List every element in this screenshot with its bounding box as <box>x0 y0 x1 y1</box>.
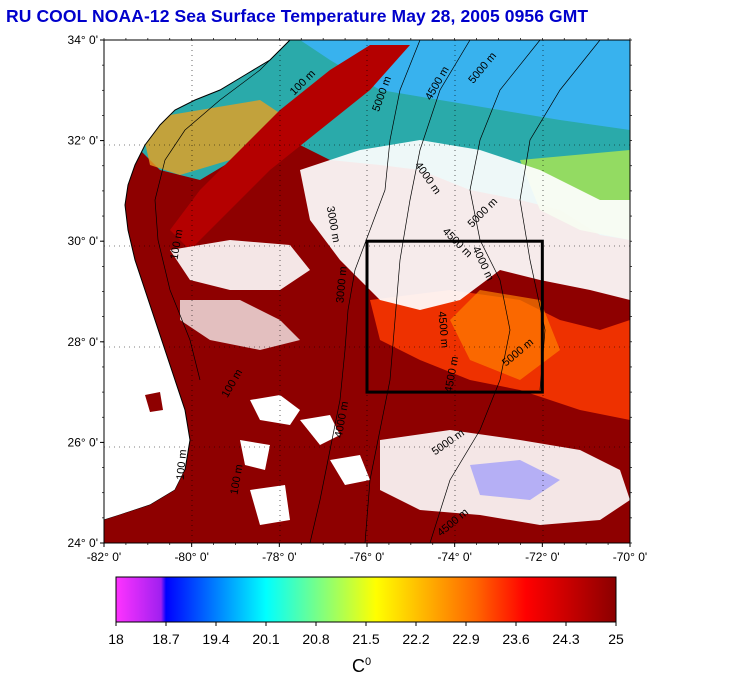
contour-label: 100 m <box>228 463 245 495</box>
contour-label: 100 m <box>175 449 190 481</box>
colorbar-tick-label: 20.8 <box>302 631 329 647</box>
colorbar <box>115 576 617 623</box>
colorbar-tick-label: 24.3 <box>552 631 579 647</box>
colorbar-tick-label: 21.5 <box>352 631 379 647</box>
colorbar-tick-label: 18.7 <box>152 631 179 647</box>
colorbar-tick-label: 23.6 <box>502 631 529 647</box>
colorbar-tick-label: 19.4 <box>202 631 229 647</box>
cloud-patch-west <box>170 240 310 290</box>
bahamas-island-4 <box>330 455 370 485</box>
cloud-mass-north <box>300 140 630 310</box>
unit-superscript: 0 <box>365 656 372 668</box>
page-title: RU COOL NOAA-12 Sea Surface Temperature … <box>6 6 589 26</box>
cloud-patch-southwest <box>180 300 300 350</box>
lake-okeechobee <box>145 392 163 412</box>
lat-tick-label: 24° 0' <box>68 536 98 550</box>
cold-cloud-edge <box>470 460 560 500</box>
lon-tick-label: -70° 0' <box>613 550 647 564</box>
bathymetry-contours <box>154 40 601 543</box>
lon-tick-label: -72° 0' <box>525 550 559 564</box>
lon-tick-label: -76° 0' <box>350 550 384 564</box>
lat-tick-label: 30° 0' <box>68 234 98 248</box>
unit-text: C <box>352 656 365 676</box>
warm-patch-center <box>450 290 560 380</box>
lon-tick-label: -82° 0' <box>87 550 121 564</box>
bahamas-island-3 <box>240 440 270 470</box>
bahamas-island-1 <box>250 395 300 425</box>
lon-tick-label: -78° 0' <box>262 550 296 564</box>
lat-tick-label: 28° 0' <box>68 335 98 349</box>
lat-tick-label: 34° 0' <box>68 33 98 47</box>
lon-tick-label: -80° 0' <box>174 550 208 564</box>
contour-label: 3000 m <box>334 266 349 304</box>
colorbar-unit-label: C0 <box>352 656 371 677</box>
colorbar-tick-label: 22.9 <box>452 631 479 647</box>
contour-label: 4500 m <box>435 311 450 349</box>
lat-tick-label: 32° 0' <box>68 134 98 148</box>
florida-straits <box>104 470 200 543</box>
contour-label: 100 m <box>168 228 185 260</box>
bahamas-island-2 <box>300 415 340 445</box>
longitude-axis: -82° 0' -80° 0' -78° 0' -76° 0' -74° 0' -72° … <box>87 38 647 564</box>
warm-shelf-region <box>140 100 290 175</box>
colorbar-tick-label: 25 <box>608 631 624 647</box>
latitude-axis: 34° 0' 32° 0' 30° 0' 28° 0' 26° 0' 24° 0' <box>68 33 632 550</box>
colorbar-tick-label: 20.1 <box>252 631 279 647</box>
gulf-stream <box>170 45 410 250</box>
colorbar-ticks: 18 18.7 19.4 20.1 20.8 21.5 22.2 22.9 23.6 24.3 25 <box>108 622 624 647</box>
colorbar-tick-label: 18 <box>108 631 124 647</box>
colorbar-tick-label: 22.2 <box>402 631 429 647</box>
study-area-box <box>365 239 544 394</box>
lon-tick-label: -74° 0' <box>437 550 471 564</box>
lat-tick-label: 26° 0' <box>68 435 98 449</box>
